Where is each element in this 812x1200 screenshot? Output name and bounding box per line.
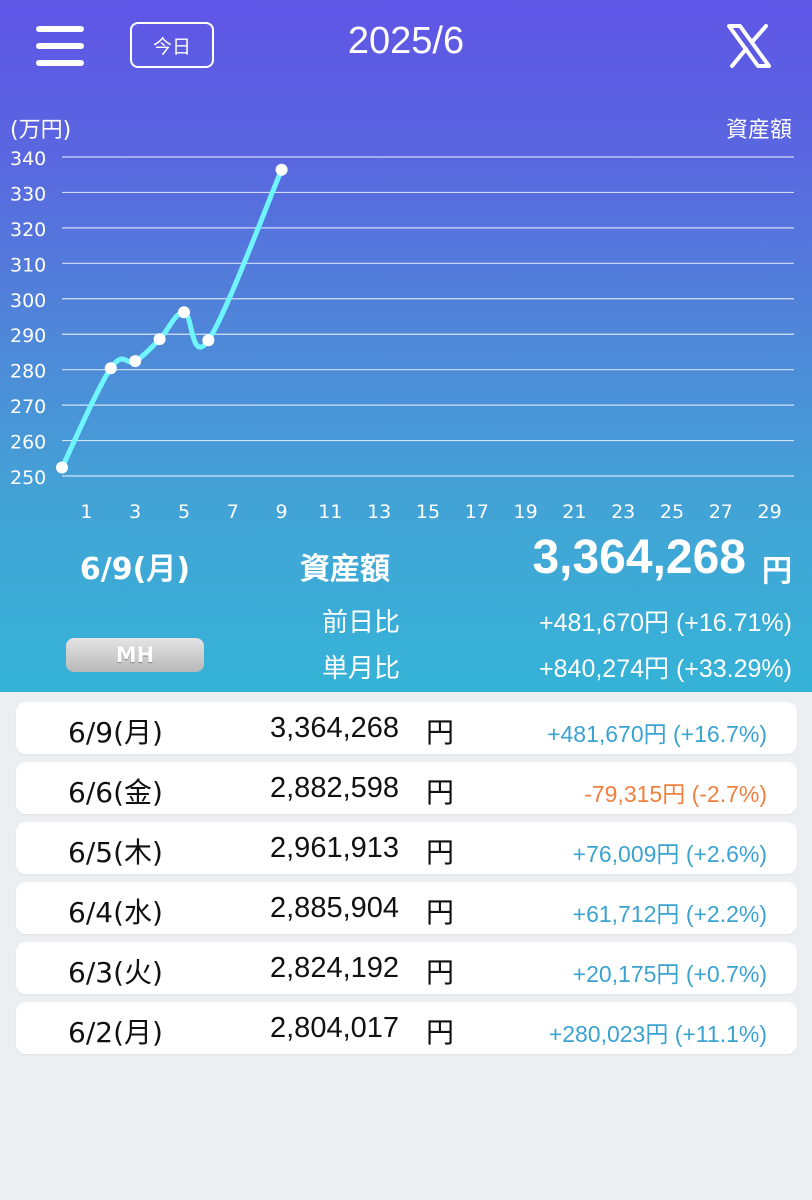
y-tick-label: 280 — [10, 361, 46, 383]
y-tick-label: 250 — [10, 467, 46, 489]
row-unit: 円 — [426, 776, 455, 809]
x-tick-label: 11 — [318, 501, 342, 523]
month-title: 2025/6 — [347, 20, 465, 62]
row-date: 6/6(金) — [68, 776, 163, 809]
row-unit: 円 — [426, 896, 455, 929]
data-point — [104, 362, 117, 375]
y-tick-label: 290 — [10, 325, 46, 347]
selected-date: 6/9(月) — [79, 552, 191, 587]
list-item[interactable]: 6/5(木) 2,961,913 円 +76,009円 (+2.6%) — [16, 822, 797, 874]
row-date: 6/5(木) — [68, 836, 163, 869]
month-change-value: +840,274円 (+33.29%) — [539, 655, 792, 683]
y-tick-label: 270 — [10, 396, 46, 418]
x-tick-label: 5 — [178, 501, 190, 523]
daily-asset-list: 6/9(月) 3,364,268 円 +481,670円 (+16.7%) 6/6(金)… — [16, 702, 797, 1062]
row-change: -79,315円 (-2.7%) — [584, 781, 767, 807]
x-tick-label: 19 — [514, 501, 538, 523]
x-tick-label: 13 — [367, 501, 391, 523]
y-tick-label: 340 — [10, 148, 46, 170]
x-tick-label: 27 — [709, 501, 733, 523]
prev-day-label: 前日比 — [322, 608, 401, 638]
row-unit: 円 — [426, 716, 455, 749]
data-point — [202, 334, 215, 347]
row-date: 6/4(水) — [68, 896, 163, 929]
data-point — [275, 163, 288, 176]
prev-day-value: +481,670円 (+16.71%) — [539, 609, 792, 637]
row-change: +280,023円 (+11.1%) — [548, 1021, 767, 1047]
row-amount: 2,804,017 — [270, 1012, 400, 1044]
x-share-icon[interactable] — [726, 24, 772, 68]
row-amount: 2,961,913 — [270, 832, 400, 864]
data-point — [153, 333, 166, 346]
summary-panel: 今日 2025/6 (万円) 資産額 340 330 320 310 300 290 280… — [0, 0, 812, 692]
x-tick-label: 1 — [80, 501, 92, 523]
list-item[interactable]: 6/2(月) 2,804,017 円 +280,023円 (+11.1%) — [16, 1002, 797, 1054]
row-amount: 2,882,598 — [270, 772, 400, 804]
list-item[interactable]: 6/4(水) 2,885,904 円 +61,712円 (+2.2%) — [16, 882, 797, 934]
x-tick-label: 17 — [465, 501, 489, 523]
x-tick-label: 3 — [129, 501, 141, 523]
x-tick-label: 23 — [611, 501, 635, 523]
row-date: 6/3(火) — [68, 956, 163, 989]
data-point — [56, 461, 68, 474]
asset-label: 資産額 — [300, 552, 390, 587]
data-point — [129, 355, 142, 368]
row-change: +76,009円 (+2.6%) — [572, 841, 767, 867]
row-change: +20,175円 (+0.7%) — [572, 961, 767, 987]
asset-unit: 円 — [762, 554, 792, 589]
menu-icon[interactable] — [36, 26, 86, 66]
y-axis-unit-label: (万円) — [10, 118, 72, 143]
row-amount: 2,824,192 — [270, 952, 400, 984]
row-change: +481,670円 (+16.7%) — [547, 721, 767, 747]
asset-value: 3,364,268 — [532, 531, 746, 584]
y-tick-label: 300 — [10, 290, 46, 312]
row-amount: 2,885,904 — [270, 892, 400, 924]
list-item[interactable]: 6/3(火) 2,824,192 円 +20,175円 (+0.7%) — [16, 942, 797, 994]
y-tick-label: 260 — [10, 432, 46, 454]
y-tick-label: 320 — [10, 219, 46, 241]
x-tick-label: 9 — [276, 501, 288, 523]
row-unit: 円 — [426, 836, 455, 869]
series-label: 資産額 — [725, 118, 792, 143]
x-tick-label: 15 — [416, 501, 440, 523]
row-date: 6/2(月) — [68, 1016, 163, 1049]
y-tick-label: 310 — [10, 254, 46, 276]
today-button[interactable]: 今日 — [130, 22, 214, 68]
x-tick-label: 29 — [758, 501, 782, 523]
row-change: +61,712円 (+2.2%) — [572, 901, 767, 927]
x-tick-label: 25 — [660, 501, 684, 523]
month-change-label: 単月比 — [322, 654, 401, 684]
row-unit: 円 — [426, 956, 455, 989]
series-line — [59, 167, 285, 470]
y-tick-label: 330 — [10, 183, 46, 205]
x-tick-label: 7 — [227, 501, 239, 523]
x-tick-label: 21 — [562, 501, 586, 523]
list-item[interactable]: 6/6(金) 2,882,598 円 -79,315円 (-2.7%) — [16, 762, 797, 814]
row-unit: 円 — [426, 1016, 455, 1049]
mh-button[interactable]: MH — [66, 638, 204, 672]
row-date: 6/9(月) — [68, 716, 163, 749]
row-amount: 3,364,268 — [270, 712, 400, 744]
list-item[interactable]: 6/9(月) 3,364,268 円 +481,670円 (+16.7%) — [16, 702, 797, 754]
data-point — [178, 306, 190, 319]
